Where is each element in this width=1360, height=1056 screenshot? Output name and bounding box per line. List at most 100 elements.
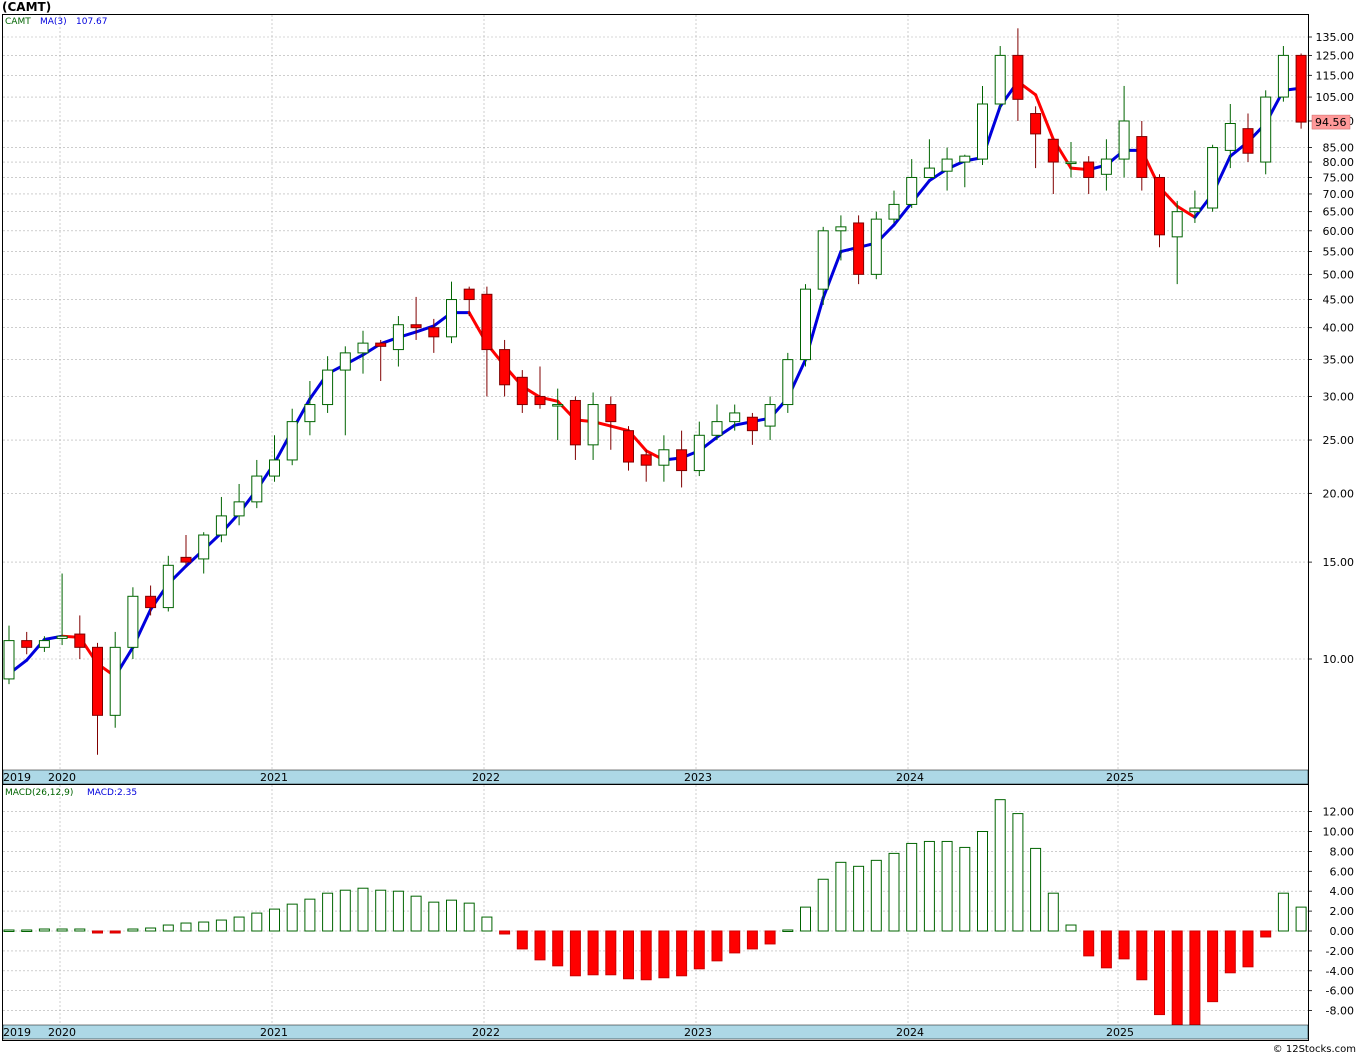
macd-bar-positive <box>835 861 847 932</box>
macd-bar-negative <box>1260 930 1272 938</box>
macd-bar-positive <box>817 878 829 932</box>
macd-bar-positive <box>870 859 882 932</box>
price-y-tick-label: 125.00 <box>1316 49 1355 62</box>
macd-bar-positive <box>21 929 33 933</box>
candle-up <box>162 564 174 609</box>
price-x-tick-label: 2023 <box>684 771 712 784</box>
macd-bar-negative <box>746 930 758 950</box>
macd-bar-negative <box>1207 930 1219 1003</box>
candle-up <box>269 459 280 477</box>
macd-y-tick-label: 2.00 <box>1330 905 1355 918</box>
macd-y-tick-label: -6.00 <box>1326 985 1354 998</box>
price-x-tick-label: 2021 <box>260 771 288 784</box>
candle-down <box>605 404 617 423</box>
macd-bar-negative <box>569 930 581 977</box>
macd-y-tick-label: 8.00 <box>1330 845 1355 858</box>
chart-title: (CAMT) <box>2 0 51 14</box>
candle-up <box>127 595 139 648</box>
price-y-tick-label: 50.00 <box>1323 268 1355 281</box>
candle-down <box>623 430 634 463</box>
last-price-label: 94.56 <box>1315 116 1347 129</box>
candle-down <box>499 349 511 386</box>
macd-bar-positive <box>375 889 387 932</box>
macd-bar-negative <box>1100 930 1112 969</box>
macd-bar-negative <box>1136 930 1148 981</box>
macd-bar-negative <box>109 930 121 934</box>
price-y-axis: 135.00125.00115.00105.0095.0085.0080.007… <box>1308 31 1354 666</box>
candle-up <box>1189 207 1201 213</box>
macd-x-tick-label: 2025 <box>1106 1026 1134 1039</box>
candle-up <box>1171 211 1183 238</box>
candle-up <box>923 167 935 178</box>
macd-bar-positive <box>923 840 935 932</box>
macd-bar-negative <box>1224 930 1236 974</box>
candle-up <box>941 158 953 172</box>
macd-bar-negative <box>605 930 617 976</box>
macd-bar-positive <box>304 898 316 932</box>
candle-up <box>800 288 811 361</box>
candle-up <box>304 404 316 423</box>
price-y-tick-label: 45.00 <box>1323 294 1355 307</box>
candle-down <box>640 454 652 466</box>
macd-bar-positive <box>162 924 174 932</box>
candle-up <box>552 404 564 407</box>
macd-bar-positive <box>215 919 227 932</box>
candle-up <box>658 449 670 466</box>
candle-up <box>392 324 404 351</box>
price-y-tick-label: 30.00 <box>1323 390 1355 403</box>
price-x-tick-label: 2022 <box>472 771 500 784</box>
candle-down <box>180 556 192 563</box>
candle-up <box>357 342 369 354</box>
candle-up <box>870 218 882 275</box>
macd-bars <box>3 799 1307 1027</box>
ma3-segment <box>414 324 436 334</box>
candle-down <box>463 288 475 301</box>
candle-up <box>251 475 263 503</box>
macd-bar-negative <box>1118 930 1130 960</box>
price-y-tick-label: 40.00 <box>1323 322 1355 335</box>
macd-bar-positive <box>286 903 298 932</box>
macd-x-tick-label: 2023 <box>684 1026 712 1039</box>
macd-bar-negative <box>640 930 652 981</box>
legend-symbol: CAMT <box>5 17 31 27</box>
candle-down <box>428 327 440 338</box>
macd-bar-negative <box>552 930 564 967</box>
candle-down <box>375 342 387 347</box>
candle-up <box>1260 96 1272 163</box>
candle-up <box>994 54 1006 105</box>
macd-bar-negative <box>658 930 670 979</box>
candle-down <box>516 376 528 406</box>
macd-bar-positive <box>392 890 404 932</box>
price-y-tick-label: 20.00 <box>1323 487 1355 500</box>
candle-up <box>1100 158 1112 175</box>
macd-bar-positive <box>906 842 918 932</box>
candle-up <box>977 103 988 160</box>
price-x-tick-label: 2024 <box>896 771 924 784</box>
macd-bar-positive <box>1277 892 1289 932</box>
ma3-segment <box>892 201 914 227</box>
macd-x-axis-band <box>2 1024 1309 1040</box>
price-y-tick-label: 85.00 <box>1323 142 1355 155</box>
ma3-segment <box>609 424 630 433</box>
macd-bar-positive <box>322 892 334 932</box>
macd-y-tick-label: 10.00 <box>1323 826 1355 839</box>
candle-up <box>286 421 298 461</box>
price-x-axis: 2019 2020 2021 2022 2023 2024 2025 <box>3 771 1134 784</box>
price-y-tick-label: 115.00 <box>1316 69 1355 82</box>
macd-bar-negative <box>499 930 511 935</box>
candle-up <box>587 404 599 446</box>
price-y-tick-label: 10.00 <box>1323 653 1355 666</box>
candle-up <box>693 434 705 472</box>
macd-bar-positive <box>233 916 245 932</box>
macd-bar-positive <box>941 840 953 932</box>
macd-bar-positive <box>127 928 139 932</box>
macd-bar-positive <box>1030 847 1042 932</box>
legend-ma-value: 107.67 <box>76 17 108 27</box>
macd-bar-negative <box>1083 930 1095 957</box>
macd-panel-frame <box>2 784 1309 1041</box>
candle-up <box>782 359 794 406</box>
macd-bar-positive <box>463 902 475 932</box>
macd-bar-negative <box>1242 930 1254 968</box>
macd-bar-positive <box>1012 813 1024 932</box>
